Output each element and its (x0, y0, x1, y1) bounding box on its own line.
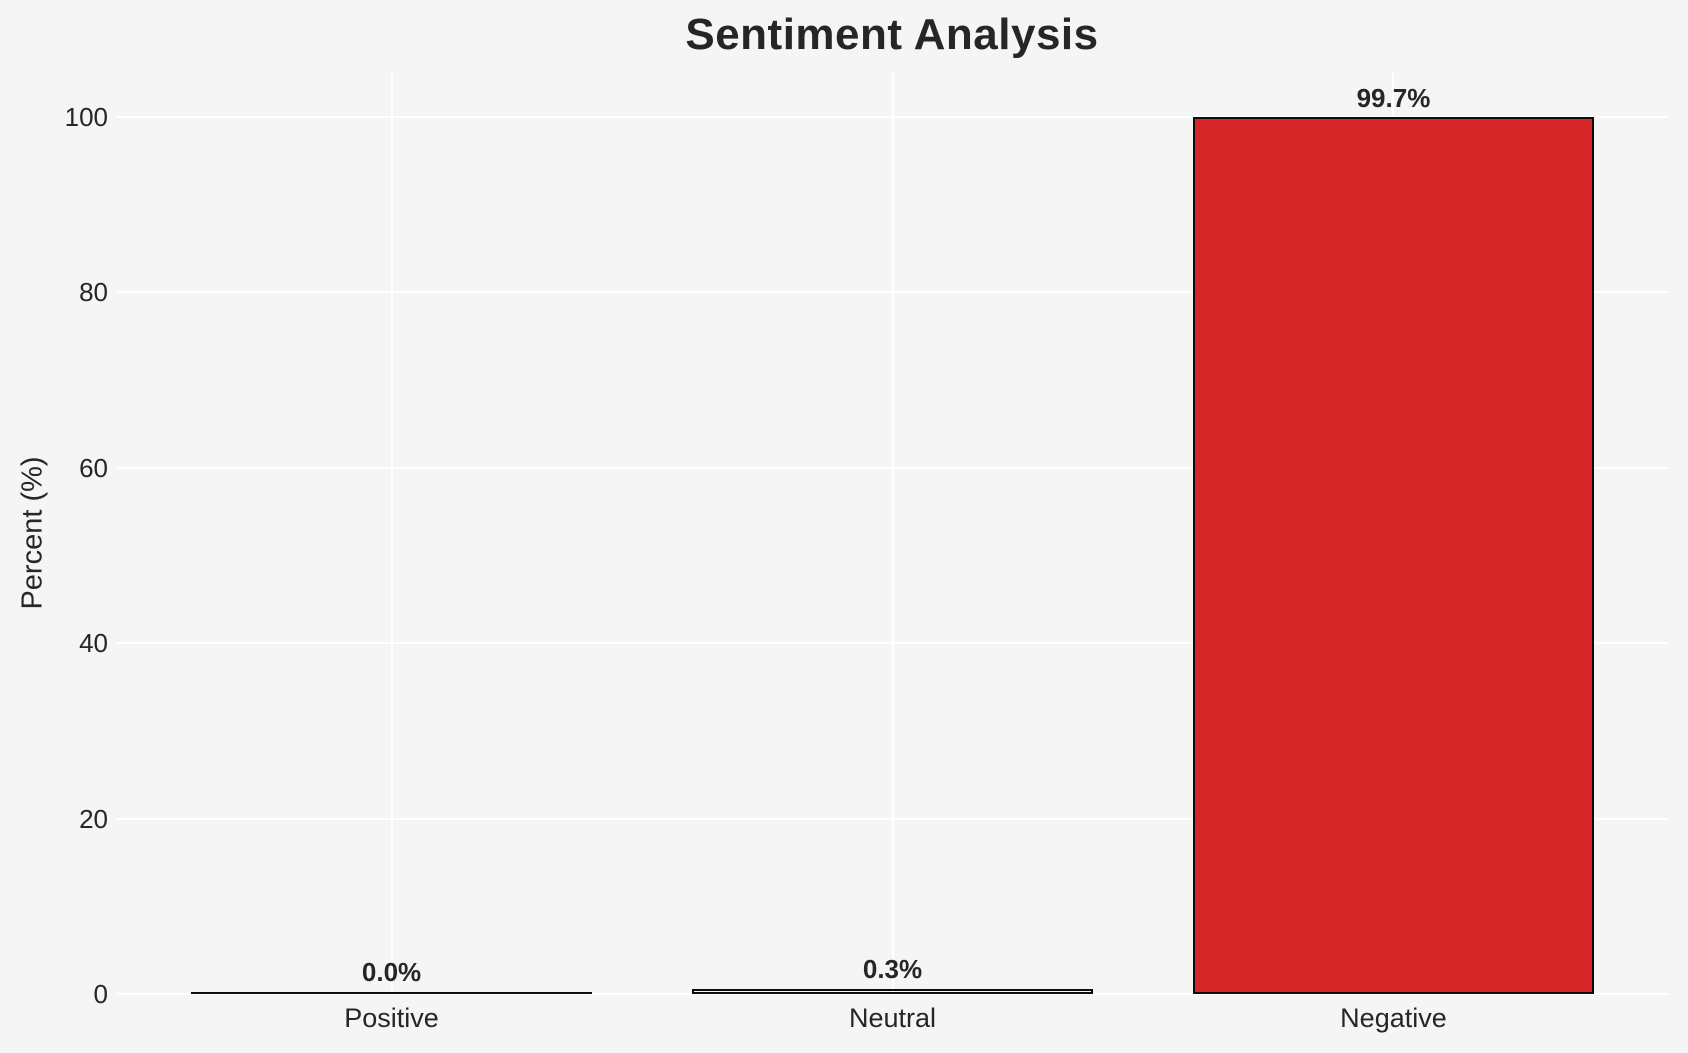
y-tick-label: 100 (64, 101, 108, 132)
bar-positive (191, 992, 593, 994)
bar-value-label-positive: 0.0% (361, 957, 422, 987)
bar-neutral (692, 989, 1093, 994)
gridline-x-positive (390, 73, 393, 994)
gridline-y-0 (117, 993, 1668, 995)
chart-title: Sentiment Analysis (685, 10, 1099, 59)
y-tick-label: 20 (79, 803, 108, 834)
x-tick-label-negative: Negative (1340, 1003, 1447, 1033)
bar-value-label-negative: 99.7% (1356, 82, 1431, 113)
bar-value-label-neutral: 0.3% (862, 954, 923, 985)
x-tick-label-positive: Positive (344, 1003, 439, 1033)
x-tick-label-neutral: Neutral (848, 1003, 937, 1033)
gridline-x-neutral (891, 73, 894, 994)
y-tick-label: 40 (79, 628, 108, 659)
y-tick-label: 80 (79, 277, 108, 308)
y-tick-label: 60 (79, 452, 108, 483)
bar-negative (1192, 117, 1594, 994)
y-tick-label: 0 (93, 979, 108, 1009)
